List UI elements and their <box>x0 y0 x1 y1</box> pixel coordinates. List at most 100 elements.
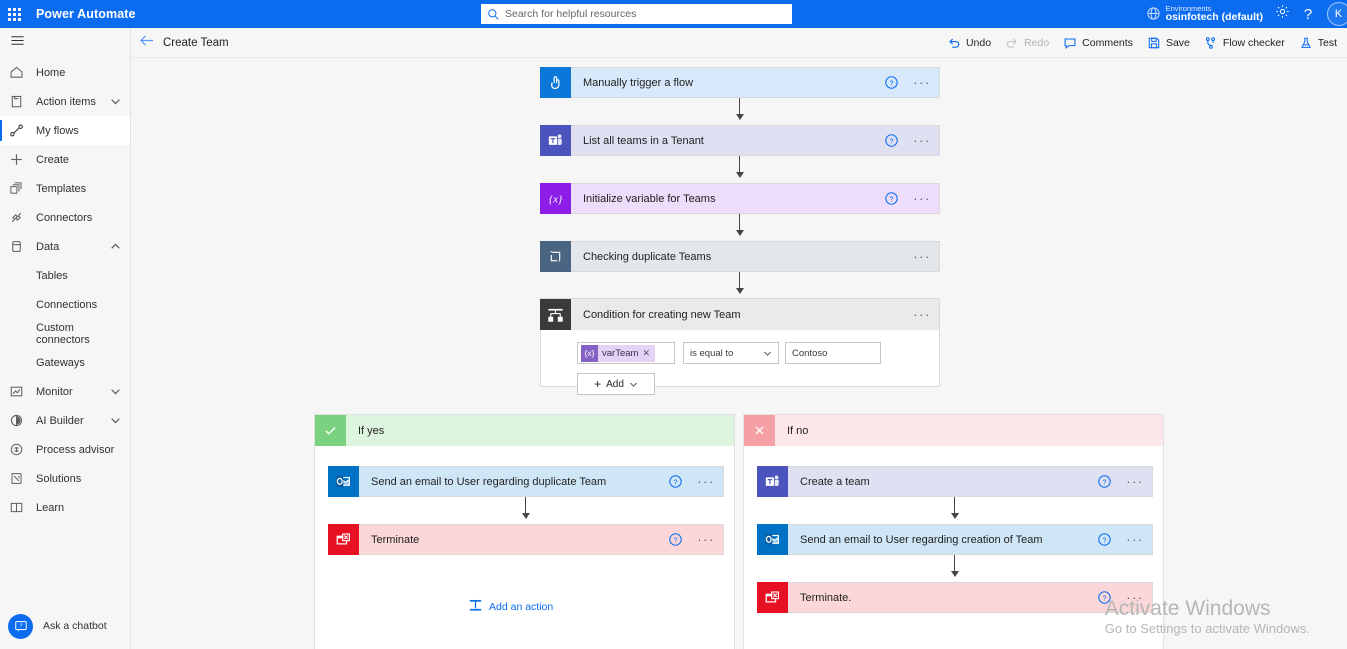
search-input[interactable] <box>505 8 786 20</box>
branch-no-step-more-button[interactable]: ··· <box>1126 532 1144 547</box>
sidebar-item-monitor[interactable]: Monitor <box>0 377 130 406</box>
sidebar-item-templates[interactable]: Templates <box>0 174 130 203</box>
chevron-down-icon[interactable] <box>110 415 121 426</box>
help-circle-icon[interactable]: ? <box>884 75 899 90</box>
flow-step-1[interactable]: List all teams in a Tenant? ··· <box>540 125 940 156</box>
condition-card[interactable]: Condition for creating new Team ··· {x} … <box>540 298 940 395</box>
flow-step-more-button[interactable]: ··· <box>913 133 931 148</box>
branch-yes-step-more-button[interactable]: ··· <box>697 532 715 547</box>
help-button[interactable]: ? <box>1295 0 1321 28</box>
hamburger-icon <box>10 33 25 53</box>
ask-a-chatbot-button[interactable]: ? Ask a chatbot <box>0 609 131 643</box>
condition-value-input[interactable] <box>785 342 881 364</box>
sidebar-item-my-flows[interactable]: My flows <box>0 116 130 145</box>
plus-icon <box>9 152 24 167</box>
question-mark-icon: ? <box>1303 5 1313 23</box>
branch-if-yes-header[interactable]: If yes <box>315 415 734 446</box>
sidebar-item-label: Action items <box>36 95 96 108</box>
help-circle-icon[interactable]: ? <box>668 532 683 547</box>
branch-yes-step-more-button[interactable]: ··· <box>697 474 715 489</box>
help-circle-icon[interactable]: ? <box>884 133 899 148</box>
environment-icon <box>1146 6 1161 21</box>
branch-yes-step-1[interactable]: Terminate? ··· <box>328 524 724 555</box>
help-circle-icon[interactable]: ? <box>1097 474 1112 489</box>
svg-text:?: ? <box>1103 537 1107 545</box>
chevron-up-icon[interactable] <box>110 241 121 252</box>
help-circle-icon[interactable]: ? <box>1097 590 1112 605</box>
flow-step-2[interactable]: {x} Initialize variable for Teams? ··· <box>540 183 940 214</box>
learn-icon <box>9 500 24 515</box>
sidebar-item-connectors[interactable]: Connectors <box>0 203 130 232</box>
flow-step-0[interactable]: Manually trigger a flow? ··· <box>540 67 940 98</box>
branch-no-step-0[interactable]: Create a team? ··· <box>757 466 1153 497</box>
back-button[interactable] <box>131 28 161 58</box>
global-search[interactable] <box>481 4 792 24</box>
nav-collapse-button[interactable] <box>0 28 131 58</box>
condition-left-operand[interactable]: {x} varTeam ✕ <box>577 342 675 364</box>
branch-yes-step-0[interactable]: Send an email to User regarding duplicat… <box>328 466 724 497</box>
branch-if-yes-label: If yes <box>358 424 385 437</box>
help-circle-icon[interactable]: ? <box>884 191 899 206</box>
variable-token[interactable]: {x} varTeam ✕ <box>581 344 655 362</box>
comments-button[interactable]: Comments <box>1056 28 1140 58</box>
flow-checker-button[interactable]: Flow checker <box>1197 28 1292 58</box>
undo-button[interactable]: Undo <box>940 28 998 58</box>
chevron-down-icon[interactable] <box>110 96 121 107</box>
waffle-icon <box>7 7 21 21</box>
help-circle-icon[interactable]: ? <box>668 474 683 489</box>
condition-more-button[interactable]: ··· <box>913 307 931 322</box>
flow-step-more-button[interactable]: ··· <box>913 75 931 90</box>
sidebar-item-learn[interactable]: Learn <box>0 493 130 522</box>
chatbot-icon: ? <box>8 613 33 639</box>
sidebar-item-label: My flows <box>36 124 79 137</box>
sidebar-item-connections[interactable]: Connections <box>0 290 130 319</box>
branch-no-step-1[interactable]: Send an email to User regarding creation… <box>757 524 1153 555</box>
chevron-down-icon[interactable] <box>110 386 121 397</box>
nav-item-list: Home Action items My flows Create Templates C… <box>0 58 130 522</box>
add-an-action-button[interactable]: Add an action <box>468 598 553 616</box>
help-circle-icon[interactable]: ? <box>1097 532 1112 547</box>
home-icon <box>9 65 24 80</box>
remove-token-icon[interactable]: ✕ <box>642 347 650 358</box>
flow-step-title: Initialize variable for Teams <box>583 192 716 205</box>
add-an-action-label: Add an action <box>489 601 554 613</box>
branch-yes-step-title: Terminate <box>371 533 420 546</box>
arrow-left-icon <box>139 34 154 52</box>
flow-step-more-button[interactable]: ··· <box>913 191 931 206</box>
sidebar-item-solutions[interactable]: Solutions <box>0 464 130 493</box>
save-button[interactable]: Save <box>1140 28 1197 58</box>
branch-no-step-more-button[interactable]: ··· <box>1126 590 1144 605</box>
svg-text:?: ? <box>674 537 678 545</box>
command-button-label: Redo <box>1024 36 1050 49</box>
environment-selector[interactable]: Environments osinfotech (default) <box>1146 4 1269 24</box>
sidebar-item-action-items[interactable]: Action items <box>0 87 130 116</box>
sidebar-item-gateways[interactable]: Gateways <box>0 348 130 377</box>
sidebar-item-tables[interactable]: Tables <box>0 261 130 290</box>
flow-step-3[interactable]: Checking duplicate Teams ··· <box>540 241 940 272</box>
sidebar-item-custom-connectors[interactable]: Custom connectors <box>0 319 130 348</box>
top-bar-right-actions: Environments osinfotech (default) ? K <box>1146 0 1347 28</box>
connector-arrow <box>950 555 959 577</box>
condition-operator-select[interactable]: is equal to <box>683 342 779 364</box>
flow-step-more-button[interactable]: ··· <box>913 249 931 264</box>
avatar[interactable]: K <box>1326 2 1347 26</box>
branch-no-step-2[interactable]: Terminate.? ··· <box>757 582 1153 613</box>
sidebar-item-home[interactable]: Home <box>0 58 130 87</box>
flow-designer-canvas[interactable]: Manually trigger a flow? ··· List all team… <box>131 58 1347 649</box>
sidebar-item-create[interactable]: Create <box>0 145 130 174</box>
branch-if-yes: If yes Send an email to User regarding d… <box>314 414 735 649</box>
condition-card-header[interactable]: Condition for creating new Team ··· <box>540 299 939 330</box>
sidebar-item-ai-builder[interactable]: AI Builder <box>0 406 130 435</box>
teams-icon <box>757 466 788 497</box>
branch-if-no-header[interactable]: If no <box>744 415 1163 446</box>
settings-button[interactable] <box>1269 0 1295 28</box>
app-launcher-button[interactable] <box>0 0 28 28</box>
solutions-icon <box>9 471 24 486</box>
sidebar-item-data[interactable]: Data <box>0 232 130 261</box>
account-button[interactable]: K <box>1321 0 1347 28</box>
flow-checker-icon <box>1204 36 1218 50</box>
test-button[interactable]: Test <box>1292 28 1344 58</box>
sidebar-item-process-advisor[interactable]: Process advisor <box>0 435 130 464</box>
condition-add-button[interactable]: + Add <box>577 373 655 395</box>
branch-no-step-more-button[interactable]: ··· <box>1126 474 1144 489</box>
